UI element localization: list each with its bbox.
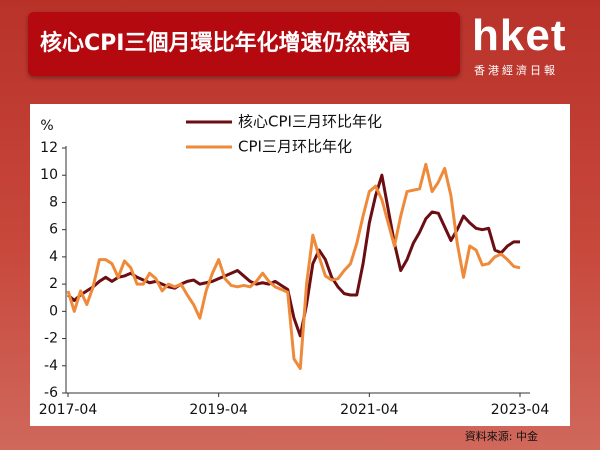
legend-label: 核心CPI三月环比年化 (238, 113, 382, 131)
logo: hket (472, 11, 567, 60)
x-tick-label: 2017-04 (39, 402, 98, 418)
y-tick-label: -4 (44, 358, 58, 374)
series-line (66, 162, 521, 370)
y-tick-label: 6 (49, 222, 58, 238)
y-tick-label: 10 (40, 167, 58, 183)
title-banner: 核心CPI三個月環比年化增速仍然較高 (28, 12, 460, 76)
logo-subtitle: 香港經濟日報 (474, 64, 558, 77)
y-tick-label: 12 (40, 140, 58, 156)
page-title: 核心CPI三個月環比年化增速仍然較高 (40, 31, 411, 56)
y-tick-label: 0 (49, 303, 58, 319)
y-tick-label: 2 (49, 276, 58, 292)
y-axis-unit: % (40, 118, 53, 134)
source-note: 資料來源: 中金 (465, 429, 538, 443)
chart-panel (30, 104, 570, 426)
y-tick-label: 4 (49, 249, 58, 265)
x-tick-label: 2019-04 (189, 402, 248, 418)
y-tick-label: 8 (49, 194, 58, 210)
y-tick-label: -6 (44, 385, 58, 401)
y-tick-label: -2 (44, 331, 58, 347)
x-tick-label: 2023-04 (491, 402, 550, 418)
legend-label: CPI三月环比年化 (238, 138, 352, 156)
series-line (67, 173, 520, 338)
x-tick-label: 2021-04 (340, 402, 399, 418)
